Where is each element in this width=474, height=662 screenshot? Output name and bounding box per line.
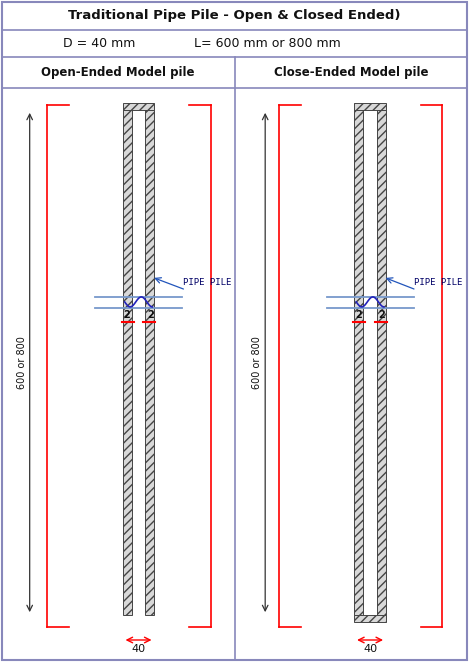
Text: Open-Ended Model pile: Open-Ended Model pile: [41, 66, 194, 79]
Bar: [377, 110, 386, 615]
Bar: [354, 615, 386, 622]
Bar: [354, 110, 363, 615]
Text: D = 40 mm: D = 40 mm: [63, 36, 135, 50]
Text: 600 or 800: 600 or 800: [17, 336, 27, 389]
Text: Traditional Pipe Pile - Open & Closed Ended): Traditional Pipe Pile - Open & Closed En…: [68, 9, 401, 21]
Bar: [123, 110, 132, 615]
Text: L= 600 mm or 800 mm: L= 600 mm or 800 mm: [194, 36, 340, 50]
Text: 600 or 800: 600 or 800: [252, 336, 262, 389]
Text: 40: 40: [363, 644, 377, 654]
Bar: [354, 103, 386, 110]
Text: Close-Ended Model pile: Close-Ended Model pile: [274, 66, 428, 79]
Text: 2: 2: [147, 310, 154, 320]
Text: 2: 2: [123, 310, 130, 320]
Bar: [123, 103, 155, 110]
Text: 2: 2: [379, 310, 385, 320]
Bar: [146, 110, 155, 615]
Text: PIPE PILE: PIPE PILE: [414, 277, 462, 287]
Text: 40: 40: [131, 644, 146, 654]
Text: PIPE PILE: PIPE PILE: [183, 277, 231, 287]
Text: 2: 2: [355, 310, 362, 320]
